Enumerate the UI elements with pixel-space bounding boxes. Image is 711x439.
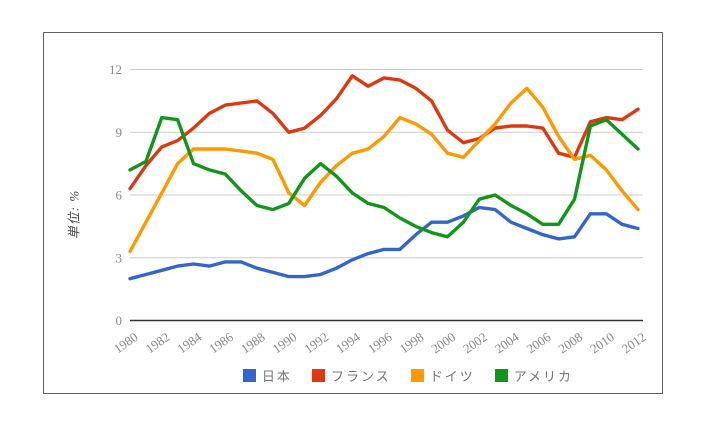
legend-swatch-japan (242, 369, 256, 382)
legend-label-usa: アメリカ (513, 369, 574, 384)
series-line-japan (128, 205, 640, 281)
legend: 日本 フランス ドイツ アメリカ (130, 366, 668, 385)
chart-frame (43, 32, 663, 394)
x-tick-label-1984: 1984 (174, 329, 204, 356)
x-tick-label-1982: 1982 (143, 329, 173, 356)
legend-item-france: フランス (311, 366, 391, 385)
legend-swatch-usa (494, 369, 508, 382)
x-tick-label-1988: 1988 (238, 329, 268, 356)
x-tick-label-2002: 2002 (460, 329, 490, 356)
x-tick-label-1998: 1998 (397, 329, 427, 356)
x-tick-label-1994: 1994 (333, 329, 363, 356)
series-line-france (128, 74, 640, 191)
y-tick-label-12: 12 (109, 62, 122, 77)
x-tick-label-1990: 1990 (270, 329, 300, 356)
x-tick-label-1996: 1996 (365, 329, 395, 356)
legend-label-germany: ドイツ (429, 369, 475, 384)
legend-item-usa: アメリカ (494, 366, 574, 385)
x-tick-label-2010: 2010 (587, 329, 617, 356)
x-tick-label-2008: 2008 (555, 329, 585, 356)
legend-label-japan: 日本 (261, 369, 292, 384)
legend-item-germany: ドイツ (410, 366, 475, 385)
x-tick-label-1980: 1980 (111, 329, 141, 356)
legend-swatch-france (311, 369, 325, 382)
y-tick-label-3: 3 (116, 250, 123, 265)
series-line-germany (128, 86, 640, 254)
x-tick-label-1986: 1986 (206, 329, 236, 356)
legend-label-france: フランス (330, 369, 391, 384)
y-tick-label-0: 0 (116, 313, 123, 328)
x-tick-label-1992: 1992 (301, 329, 331, 356)
x-tick-label-2006: 2006 (524, 329, 554, 356)
legend-item-japan: 日本 (242, 366, 292, 385)
series-line-usa (128, 115, 640, 239)
y-axis-title: 単位: % (66, 189, 82, 240)
x-tick-label-2000: 2000 (428, 329, 458, 356)
x-tick-label-2012: 2012 (619, 329, 649, 356)
legend-swatch-germany (410, 369, 424, 382)
x-tick-label-2004: 2004 (492, 329, 522, 356)
y-tick-label-9: 9 (116, 125, 123, 140)
y-tick-label-6: 6 (116, 188, 123, 203)
